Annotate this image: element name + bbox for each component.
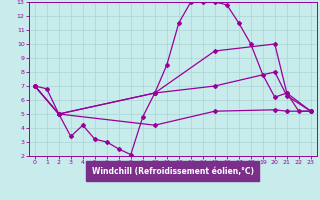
X-axis label: Windchill (Refroidissement éolien,°C): Windchill (Refroidissement éolien,°C) — [92, 167, 254, 176]
